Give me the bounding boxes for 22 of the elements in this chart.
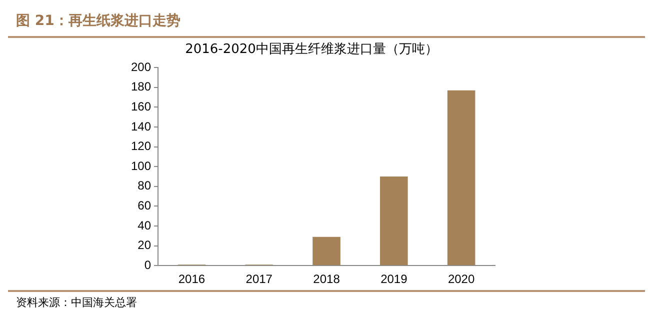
- x-tick-label: 2016: [178, 272, 206, 286]
- x-tick-label: 2018: [313, 272, 340, 286]
- x-tick-label: 2017: [246, 272, 273, 286]
- x-tick-label: 2019: [380, 272, 408, 286]
- y-tick-label: 0: [144, 258, 152, 272]
- y-tick-label: 140: [130, 119, 152, 134]
- chart-title: 图 21：再生纸浆进口走势: [8, 8, 645, 38]
- y-tick-label: 160: [130, 100, 152, 114]
- y-tick-label: 80: [138, 178, 152, 193]
- y-tick-label: 40: [138, 218, 152, 232]
- bar: [447, 90, 476, 266]
- chart-subtitle: 2016-2020中国再生纤维浆进口量（万吨）: [185, 42, 438, 58]
- text: 资料来源：中国海关总署: [16, 295, 138, 310]
- y-tick-label: 120: [130, 139, 152, 154]
- y-tick-label: 60: [138, 198, 152, 213]
- bar: [380, 176, 408, 266]
- y-tick-label: 200: [130, 60, 152, 74]
- y-tick-label: 100: [130, 158, 152, 173]
- bar: [312, 236, 340, 266]
- y-tick-label: 20: [138, 238, 152, 252]
- x-tick-label: 2020: [448, 272, 475, 286]
- y-tick-label: 180: [130, 80, 152, 94]
